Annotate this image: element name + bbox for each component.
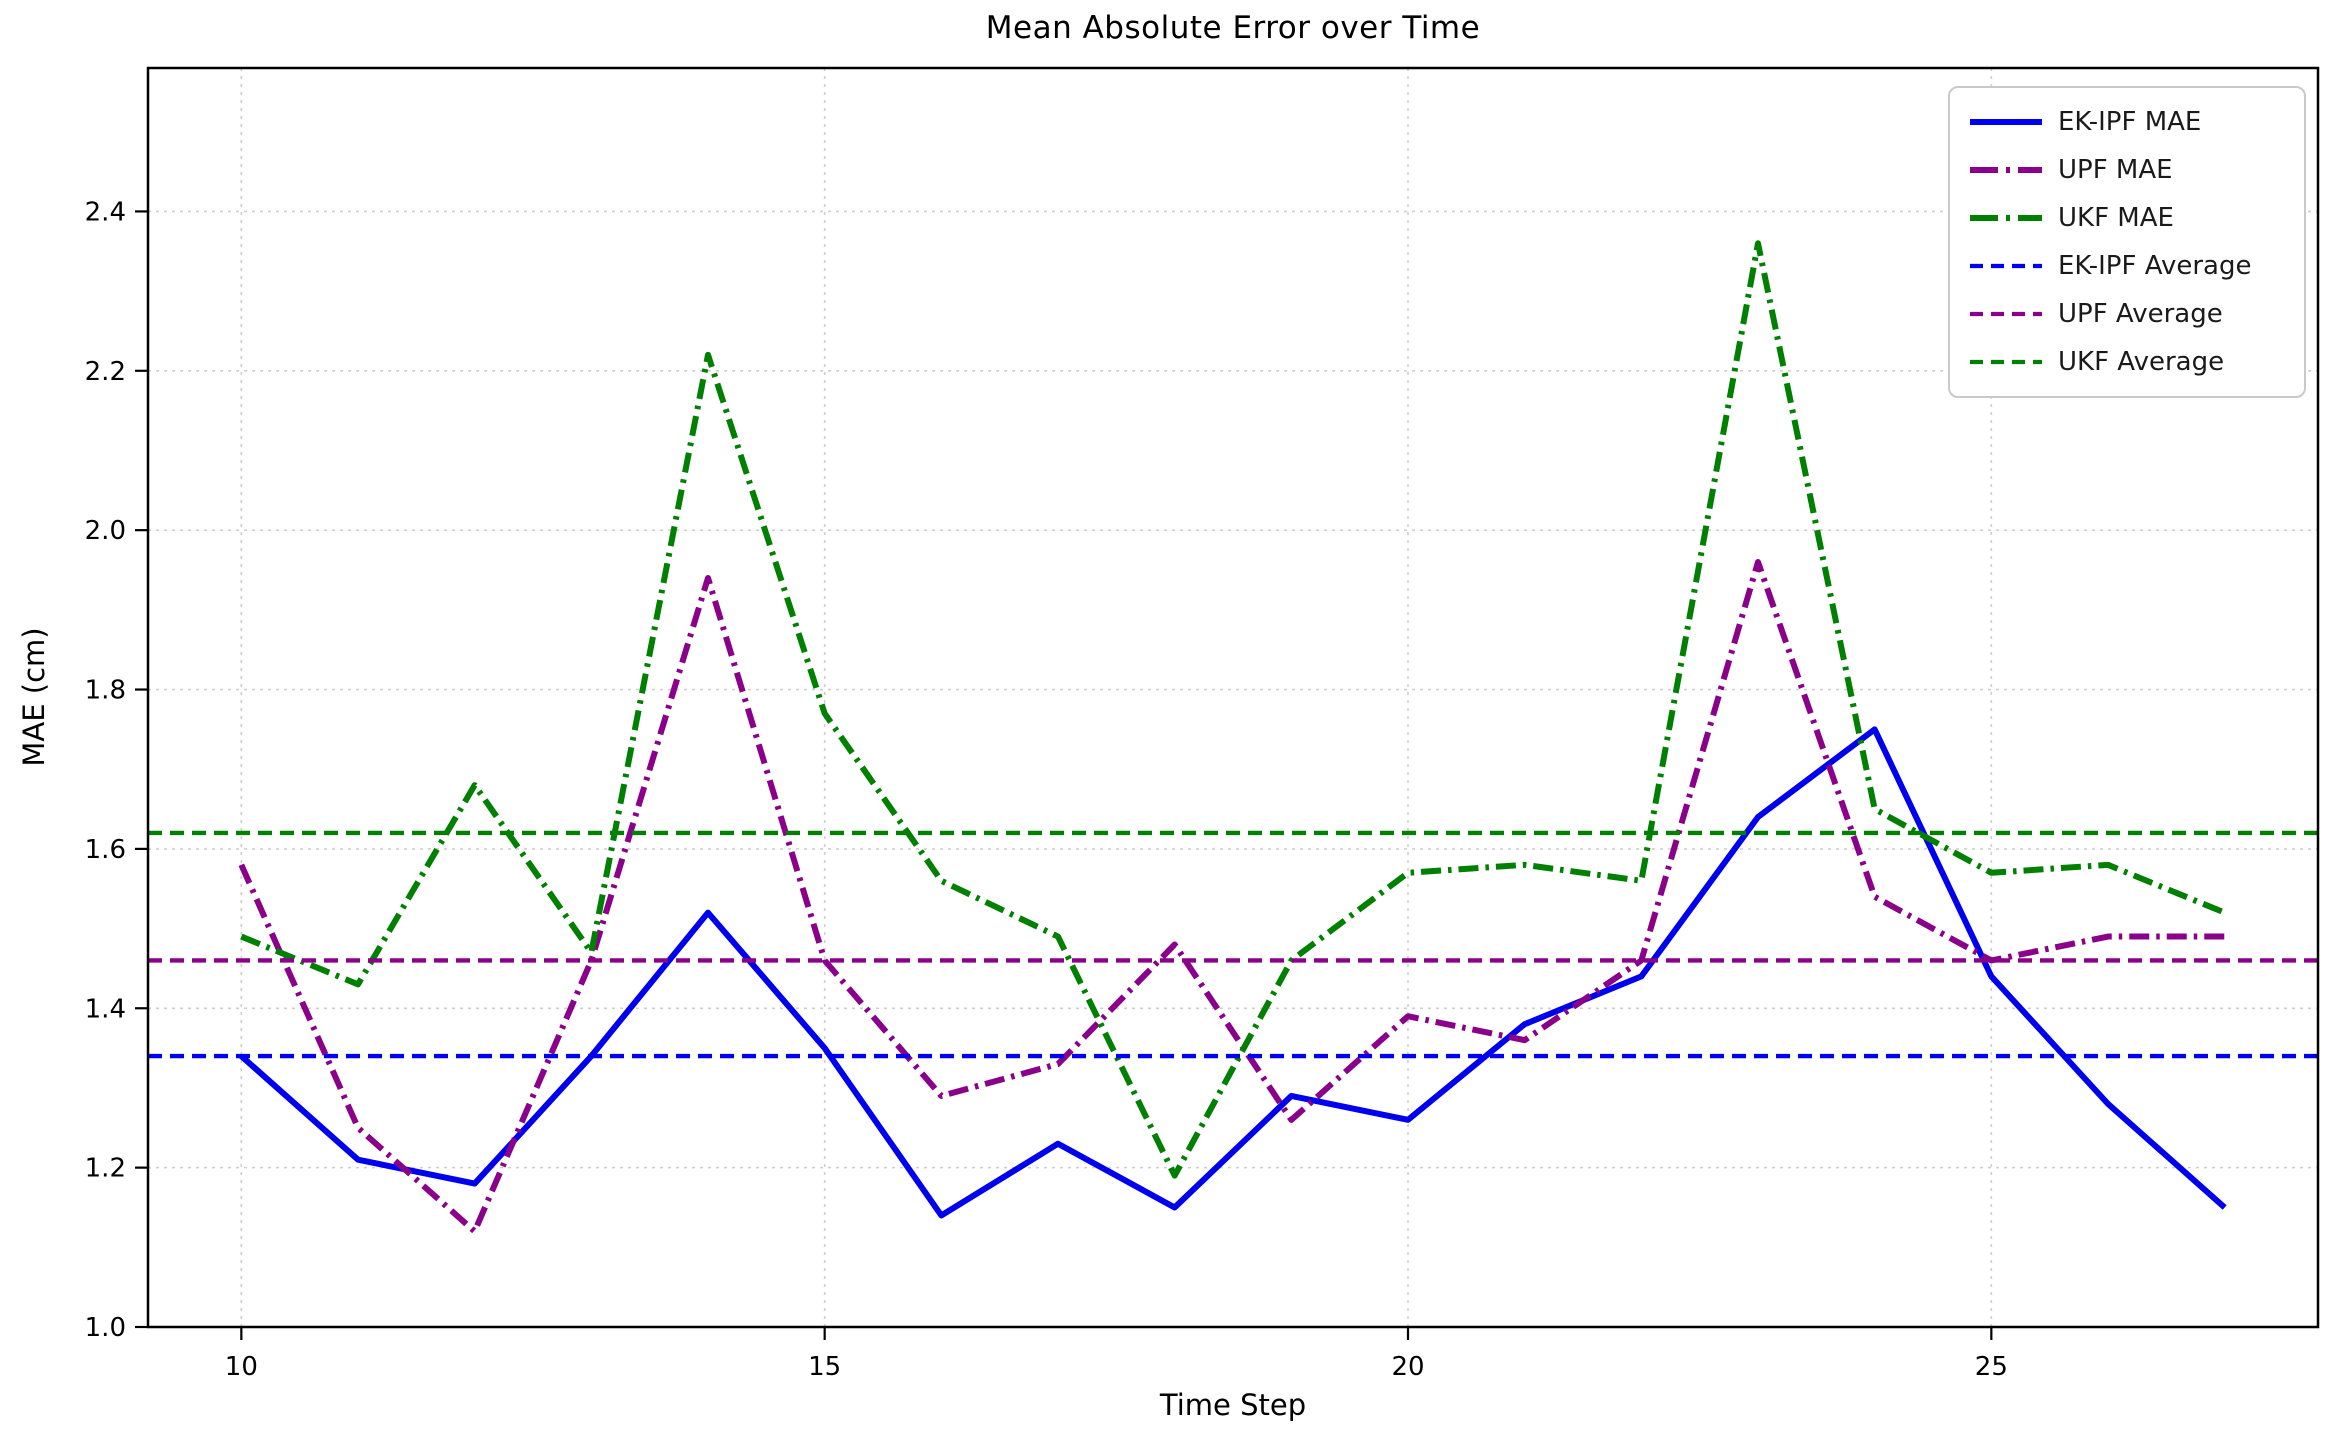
legend-item-ukf-mae: UKF MAE <box>1950 194 2304 242</box>
y-tick-label-2.0: 2.0 <box>85 516 126 546</box>
y-tick-label-1.2: 1.2 <box>85 1154 126 1184</box>
legend-label-ukf-mae: UKF MAE <box>2058 203 2174 233</box>
x-tick-label-10: 10 <box>225 1352 258 1382</box>
legend-line-sample-ukf-mae <box>1970 215 2042 221</box>
legend-label-upf-average: UPF Average <box>2058 299 2223 329</box>
legend-item-ek-ipf-mae: EK-IPF MAE <box>1950 98 2304 146</box>
x-axis-label: Time Step <box>1159 1388 1307 1422</box>
x-tick-label-25: 25 <box>1975 1352 2008 1382</box>
x-tick-label-20: 20 <box>1391 1352 1424 1382</box>
plot-border <box>146 66 2320 1329</box>
legend-label-ukf-average: UKF Average <box>2058 347 2225 377</box>
legend-line-sample-ukf-average <box>1970 359 2042 365</box>
series-line-ek-ipf-mae <box>239 726 2227 1219</box>
series-line-ukf-mae <box>240 240 2226 1179</box>
y-tick-label-1.0: 1.0 <box>85 1313 126 1343</box>
x-tick-label-15: 15 <box>808 1352 841 1382</box>
legend-item-upf-mae: UPF MAE <box>1950 146 2304 194</box>
legend-label-ek-ipf-mae: EK-IPF MAE <box>2058 107 2202 137</box>
legend-item-ek-ipf-average: EK-IPF Average <box>1950 242 2304 290</box>
legend-line-sample-upf-mae <box>1970 167 2042 173</box>
legend-item-upf-average: UPF Average <box>1950 290 2304 338</box>
y-tick-label-2.2: 2.2 <box>85 357 126 387</box>
legend-label-ek-ipf-average: EK-IPF Average <box>2058 251 2252 281</box>
y-tick-label-2.4: 2.4 <box>85 197 126 227</box>
legend: EK-IPF MAE UPF MAE UKF MAE EK-IPF Average UP… <box>1948 86 2306 398</box>
chart-title: Mean Absolute Error over Time <box>985 10 1481 46</box>
legend-label-upf-mae: UPF MAE <box>2058 155 2173 185</box>
y-tick-label-1.8: 1.8 <box>85 676 126 706</box>
legend-item-ukf-average: UKF Average <box>1950 338 2304 386</box>
y-tick-label-1.4: 1.4 <box>85 994 126 1024</box>
y-tick-label-1.6: 1.6 <box>85 835 126 865</box>
legend-line-sample-ek-ipf-mae <box>1970 119 2042 125</box>
legend-line-sample-upf-average <box>1970 311 2042 317</box>
legend-line-sample-ek-ipf-average <box>1970 263 2042 269</box>
series-line-upf-mae <box>238 559 2225 1235</box>
